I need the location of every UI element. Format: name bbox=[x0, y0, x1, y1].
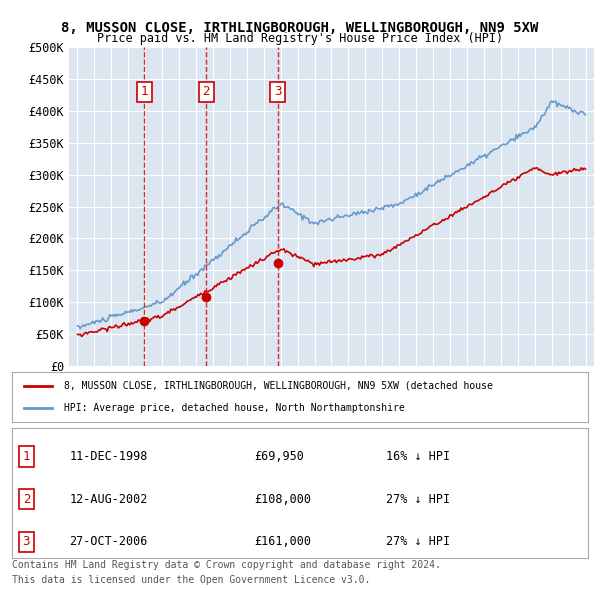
Text: £161,000: £161,000 bbox=[254, 536, 311, 549]
Text: 1: 1 bbox=[23, 450, 30, 463]
Text: Price paid vs. HM Land Registry's House Price Index (HPI): Price paid vs. HM Land Registry's House … bbox=[97, 32, 503, 45]
Text: 16% ↓ HPI: 16% ↓ HPI bbox=[386, 450, 451, 463]
Text: 8, MUSSON CLOSE, IRTHLINGBOROUGH, WELLINGBOROUGH, NN9 5XW: 8, MUSSON CLOSE, IRTHLINGBOROUGH, WELLIN… bbox=[61, 21, 539, 35]
Text: 2: 2 bbox=[23, 493, 30, 506]
Text: 3: 3 bbox=[23, 536, 30, 549]
Text: This data is licensed under the Open Government Licence v3.0.: This data is licensed under the Open Gov… bbox=[12, 575, 370, 585]
Text: 3: 3 bbox=[274, 86, 281, 99]
Text: 27% ↓ HPI: 27% ↓ HPI bbox=[386, 536, 451, 549]
Text: 27-OCT-2006: 27-OCT-2006 bbox=[70, 536, 148, 549]
Text: Contains HM Land Registry data © Crown copyright and database right 2024.: Contains HM Land Registry data © Crown c… bbox=[12, 560, 441, 571]
Text: 2: 2 bbox=[203, 86, 210, 99]
Text: 12-AUG-2002: 12-AUG-2002 bbox=[70, 493, 148, 506]
Text: 11-DEC-1998: 11-DEC-1998 bbox=[70, 450, 148, 463]
Text: 27% ↓ HPI: 27% ↓ HPI bbox=[386, 493, 451, 506]
Text: £108,000: £108,000 bbox=[254, 493, 311, 506]
Text: 1: 1 bbox=[140, 86, 148, 99]
Text: HPI: Average price, detached house, North Northamptonshire: HPI: Average price, detached house, Nort… bbox=[64, 403, 404, 413]
Text: £69,950: £69,950 bbox=[254, 450, 304, 463]
Text: 8, MUSSON CLOSE, IRTHLINGBOROUGH, WELLINGBOROUGH, NN9 5XW (detached house: 8, MUSSON CLOSE, IRTHLINGBOROUGH, WELLIN… bbox=[64, 381, 493, 391]
